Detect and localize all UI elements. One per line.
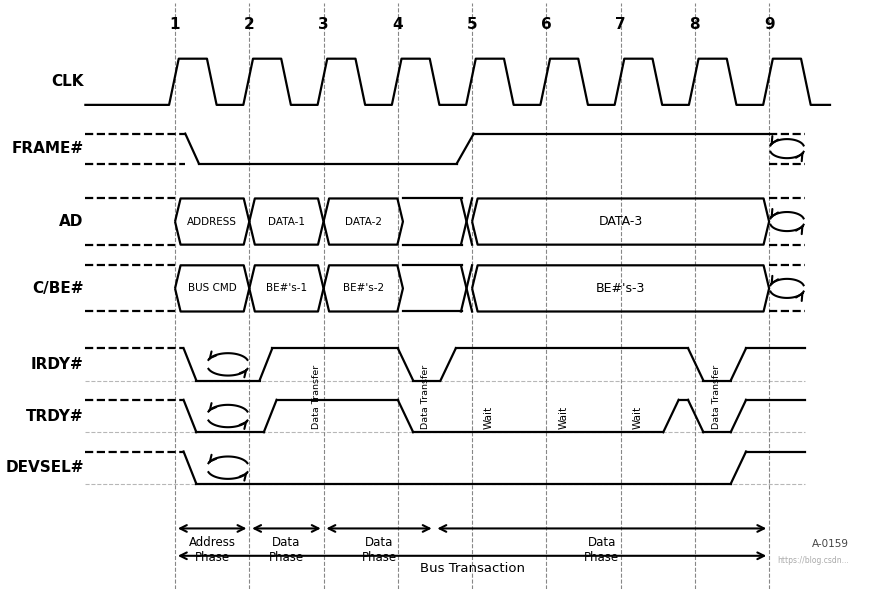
Text: 4: 4 bbox=[392, 17, 403, 31]
Text: A-0159: A-0159 bbox=[812, 539, 849, 549]
Text: DATA-2: DATA-2 bbox=[345, 217, 382, 227]
Text: BE#'s-2: BE#'s-2 bbox=[343, 284, 384, 294]
Text: 5: 5 bbox=[467, 17, 477, 31]
Text: Data
Phase: Data Phase bbox=[269, 536, 304, 564]
Text: https://blog.csdn...: https://blog.csdn... bbox=[778, 556, 849, 565]
Text: Wait: Wait bbox=[484, 406, 494, 429]
Text: TRDY#: TRDY# bbox=[26, 408, 84, 423]
Text: 1: 1 bbox=[169, 17, 180, 31]
Text: 8: 8 bbox=[690, 17, 700, 31]
Text: DATA-3: DATA-3 bbox=[599, 215, 643, 228]
Text: Data
Phase: Data Phase bbox=[362, 536, 397, 564]
Text: 9: 9 bbox=[764, 17, 774, 31]
Text: AD: AD bbox=[59, 214, 84, 229]
Text: Bus Transaction: Bus Transaction bbox=[420, 562, 525, 575]
Text: BE#'s-3: BE#'s-3 bbox=[596, 282, 646, 295]
Text: 7: 7 bbox=[616, 17, 626, 31]
Text: DEVSEL#: DEVSEL# bbox=[5, 460, 84, 475]
Text: Data Transfer: Data Transfer bbox=[312, 365, 321, 429]
Text: DATA-1: DATA-1 bbox=[268, 217, 305, 227]
Text: C/BE#: C/BE# bbox=[32, 281, 84, 296]
Text: 6: 6 bbox=[541, 17, 552, 31]
Text: BE#'s-1: BE#'s-1 bbox=[265, 284, 307, 294]
Text: IRDY#: IRDY# bbox=[31, 357, 84, 372]
Text: 3: 3 bbox=[318, 17, 329, 31]
Text: ADDRESS: ADDRESS bbox=[187, 217, 237, 227]
Text: 2: 2 bbox=[244, 17, 255, 31]
Text: Address
Phase: Address Phase bbox=[189, 536, 235, 564]
Text: Wait: Wait bbox=[558, 406, 568, 429]
Text: FRAME#: FRAME# bbox=[11, 141, 84, 156]
Text: Data
Phase: Data Phase bbox=[584, 536, 619, 564]
Text: CLK: CLK bbox=[51, 74, 84, 89]
Text: Data Transfer: Data Transfer bbox=[421, 365, 430, 429]
Text: Data Transfer: Data Transfer bbox=[712, 365, 721, 429]
Text: BUS CMD: BUS CMD bbox=[188, 284, 236, 294]
Text: Wait: Wait bbox=[632, 406, 643, 429]
